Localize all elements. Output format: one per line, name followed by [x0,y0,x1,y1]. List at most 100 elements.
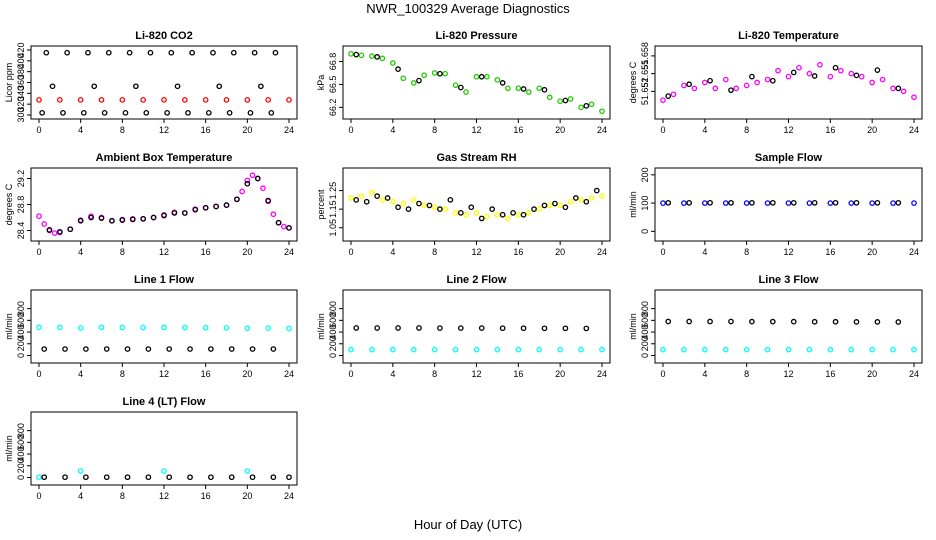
panel-title: Li-820 CO2 [135,30,192,42]
data-point [126,49,133,56]
data-point [389,60,396,66]
data-point [728,199,734,206]
x-tick-label: 8 [744,369,749,379]
data-point [64,49,70,56]
panel-title: Li-820 Pressure [436,30,518,42]
data-point [374,193,380,199]
data-point [270,474,277,481]
data-point [228,346,235,352]
x-tick-label: 12 [783,369,793,379]
y-tick-label: 0 [640,229,650,234]
y-tick-label: 380 [16,64,26,79]
data-point [832,199,839,206]
x-tick-label: 12 [783,247,793,257]
data-point [583,102,590,109]
data-point [80,109,87,116]
data-point [452,210,459,216]
x-tick-label: 24 [284,125,294,135]
data-point [85,49,91,56]
x-tick-label: 20 [867,369,877,379]
x-tick-label: 20 [242,369,252,379]
data-point [36,474,42,481]
data-point [363,198,370,205]
data-point [410,80,417,86]
data-point [437,206,443,212]
y-tick-label: 340 [16,86,26,101]
data-point [77,468,84,474]
data-point [254,175,261,182]
data-point [557,346,564,353]
data-point [764,200,771,206]
data-point [36,96,42,103]
data-point [879,76,886,83]
data-point [764,76,771,83]
data-point [49,83,56,90]
data-point [853,199,860,206]
plot-frame [654,45,923,120]
x-tick-label: 12 [471,247,481,257]
y-tick-label: 600 [16,435,26,450]
y-tick-label: 100 [640,196,650,211]
data-point [743,346,750,353]
x-tick-label: 0 [348,369,353,379]
data-point [119,96,126,103]
x-tick-label: 16 [825,369,835,379]
panel-title: Line 2 Flow [447,274,507,286]
data-point [536,346,543,353]
y-tick-label: 0 [640,353,650,358]
series-2 [41,346,277,352]
data-point [686,318,692,325]
plot-frame [30,45,298,120]
data-point [505,215,511,222]
data-point [769,77,776,84]
data-point [228,474,235,481]
data-point [681,82,687,89]
data-point [369,346,375,353]
data-point [265,96,272,103]
x-tick-label: 16 [513,247,523,257]
data-point [39,109,45,116]
data-point [499,325,506,332]
data-point [181,210,188,216]
x-axis-label: Hour of Day (UTC) [413,517,523,532]
series-1 [36,324,292,332]
panel-title: Line 4 (LT) Flow [123,396,206,408]
data-point [827,73,834,80]
series-2 [353,187,600,222]
y-axis-label: ml/min [316,313,326,340]
data-point [442,206,448,212]
data-point [743,200,750,206]
x-tick-label: 4 [78,491,83,501]
data-point [769,199,776,206]
data-point [489,206,496,212]
data-point [353,51,360,58]
data-point [210,49,216,56]
x-tick-label: 12 [159,369,169,379]
x-tick-label: 12 [783,125,793,135]
data-point [858,73,865,80]
x-tick-label: 0 [36,247,41,257]
data-point [56,228,63,235]
data-point [133,83,139,90]
data-point [515,346,522,353]
data-point [202,204,209,211]
data-point [244,177,251,184]
data-point [874,199,881,206]
data-point [109,217,115,224]
data-point [588,101,595,108]
plot-frame [30,411,298,486]
x-tick-label: 16 [201,125,211,135]
data-point [478,215,485,222]
y-tick-label: 1.25 [328,182,338,200]
data-point [161,96,167,103]
data-point [588,195,595,201]
x-tick-label: 12 [159,125,169,135]
x-tick-label: 4 [390,125,395,135]
series-1 [39,49,279,116]
y-tick-label: 51.658 [640,42,650,70]
data-point [749,73,755,80]
x-tick-label: 20 [242,125,252,135]
data-point [442,70,448,77]
